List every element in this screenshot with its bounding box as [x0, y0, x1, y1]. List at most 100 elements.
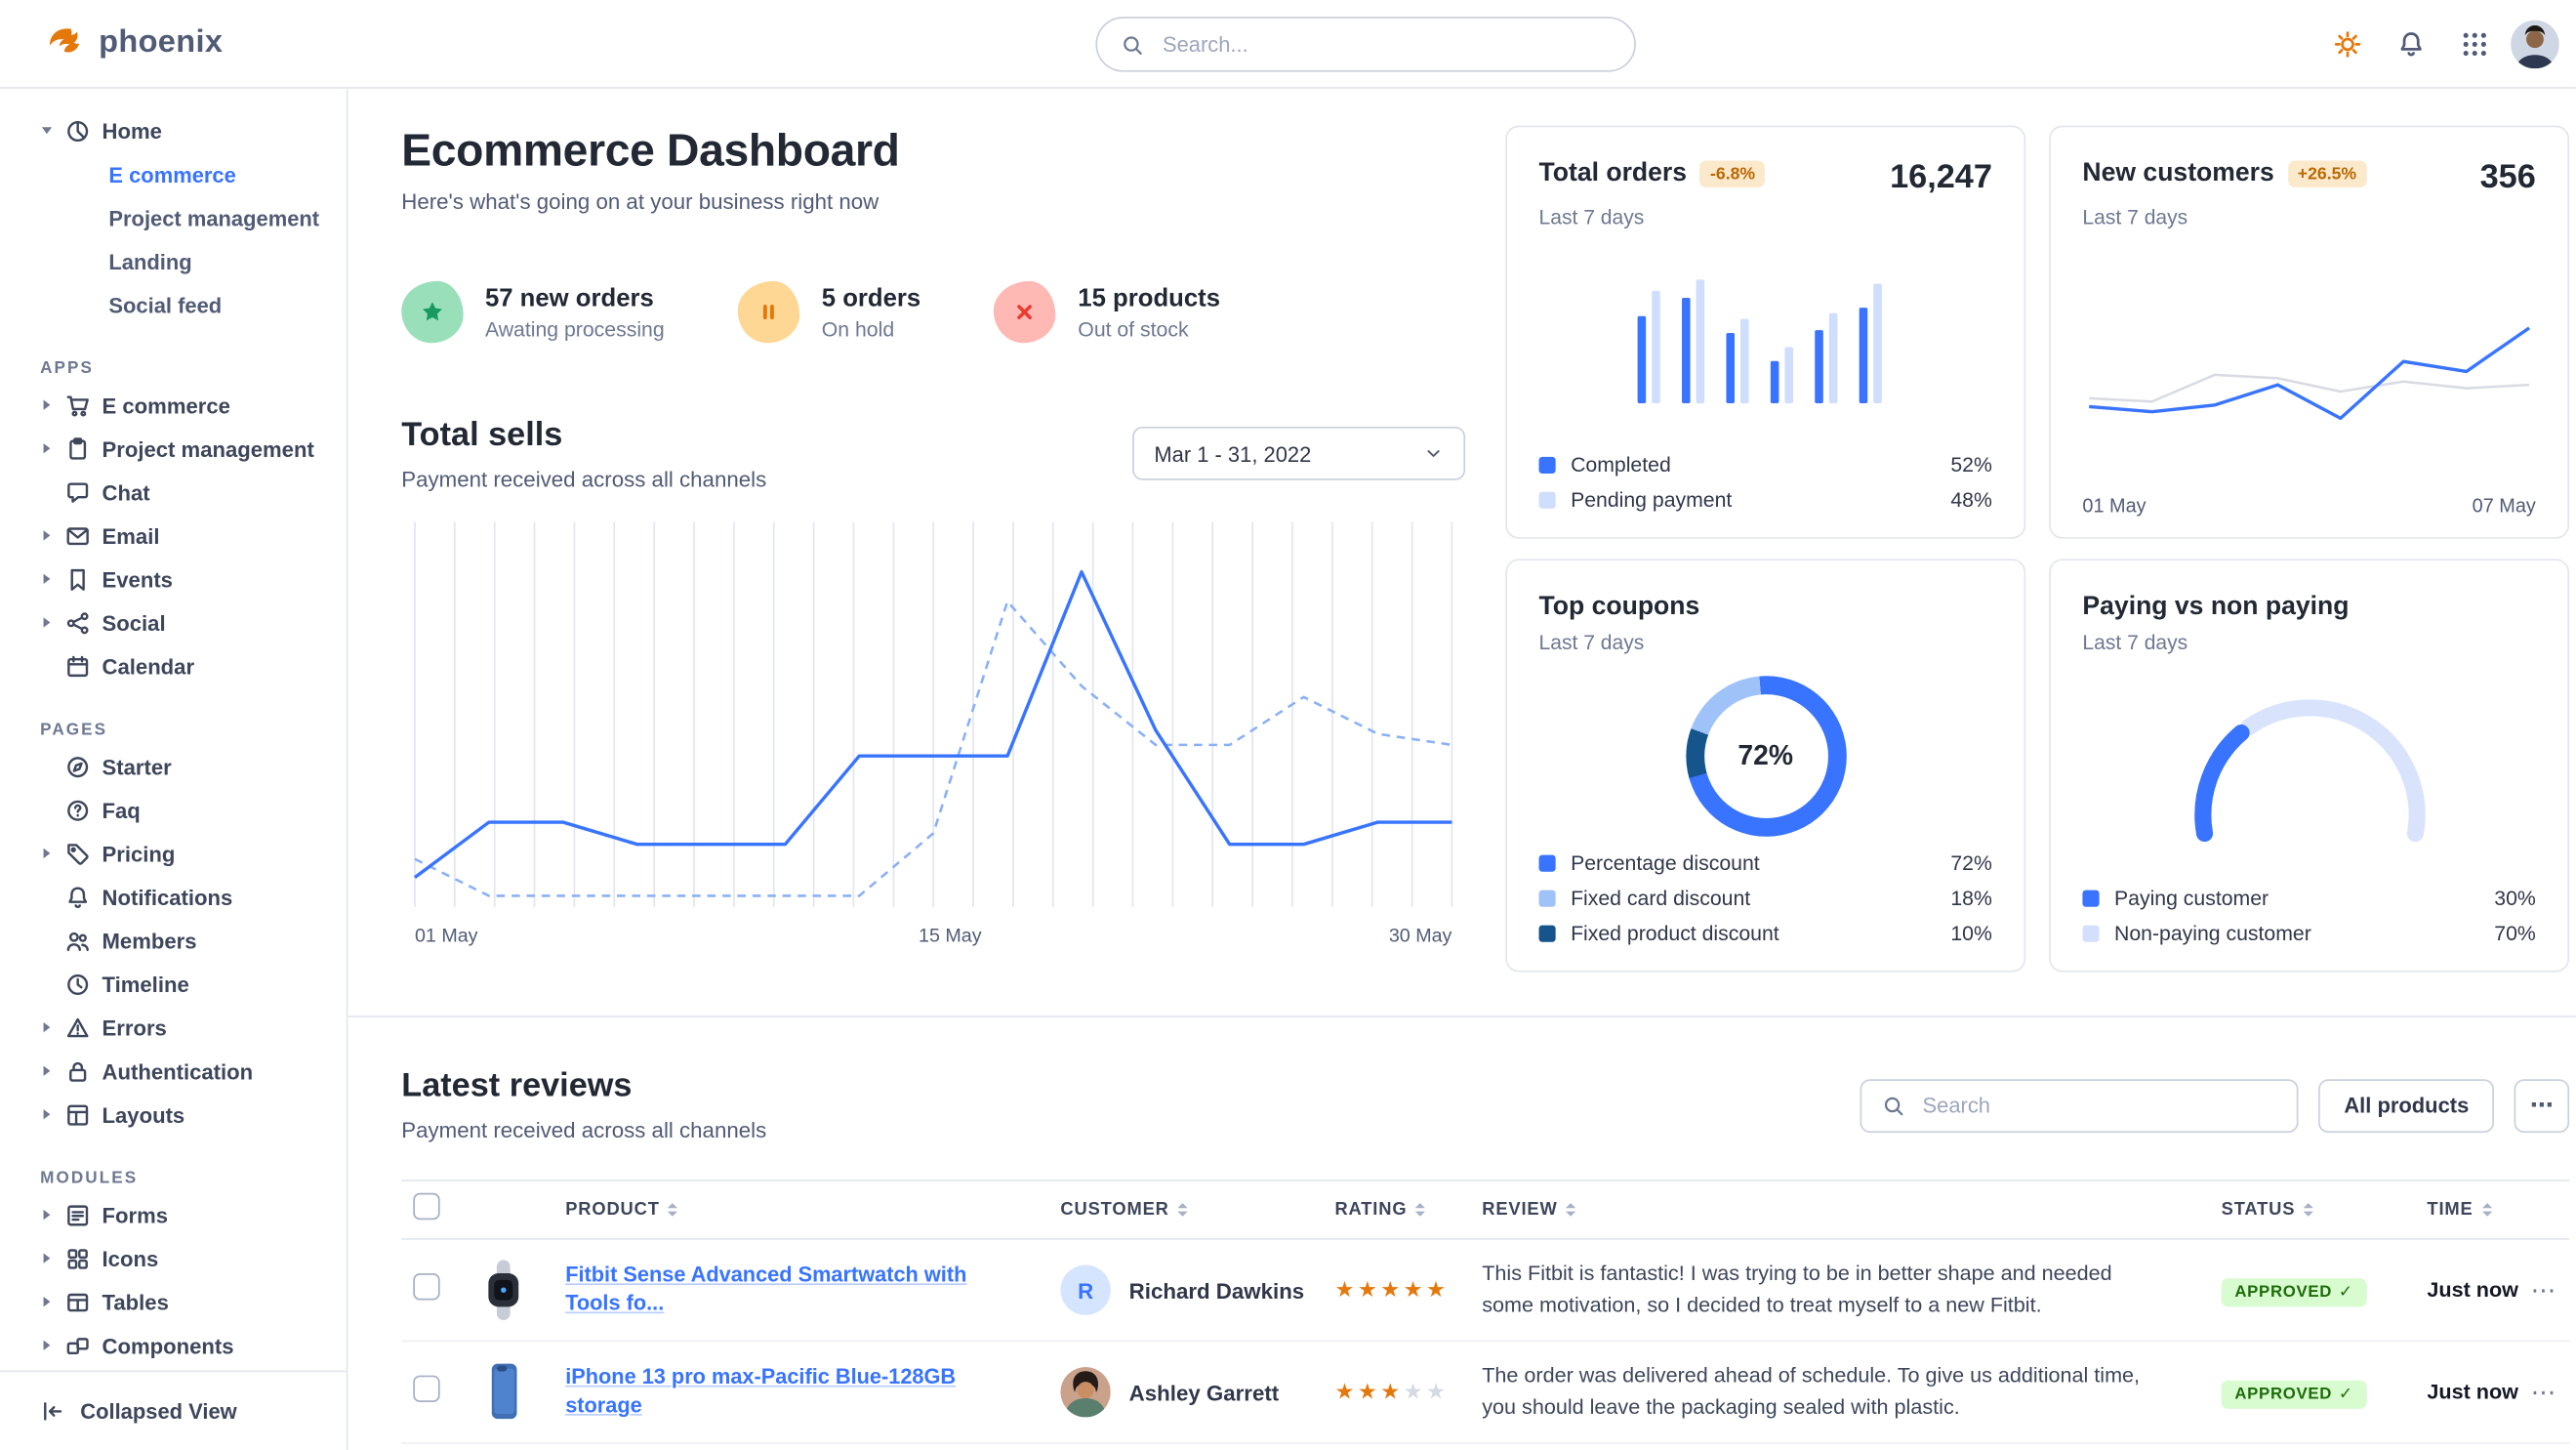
row-actions-button[interactable]: ⋯: [2530, 1276, 2556, 1305]
sidebar-item-label: Calendar: [102, 653, 195, 679]
legend-label: Paying customer: [2113, 886, 2269, 910]
x-icon: [994, 280, 1057, 344]
select-all-checkbox[interactable]: [413, 1191, 440, 1220]
notifications-button[interactable]: [2384, 17, 2437, 70]
sun-icon: [2333, 29, 2361, 58]
legend-item-percentage-discount: Percentage discount 72%: [1538, 845, 1992, 880]
sidebar-item-email[interactable]: Email: [0, 514, 347, 558]
star-icon: ★: [1380, 1379, 1404, 1404]
sort-icon: [668, 1203, 678, 1217]
sidebar-item-events[interactable]: Events: [0, 558, 347, 601]
product-link[interactable]: Fitbit Sense Advanced Smartwatch with To…: [565, 1263, 967, 1315]
search-input[interactable]: [1159, 29, 1612, 59]
sidebar-item-pricing[interactable]: Pricing: [0, 832, 347, 876]
sidebar-item-chat[interactable]: Chat: [0, 471, 347, 515]
row-checkbox[interactable]: [413, 1374, 440, 1402]
reviews-table-body: Fitbit Sense Advanced Smartwatch with To…: [401, 1240, 2570, 1450]
legend-item-fixed-product-discount: Fixed product discount 10%: [1538, 915, 1992, 950]
column-header-review[interactable]: REVIEW: [1482, 1200, 2221, 1220]
nine-dots-grid-icon: [2460, 29, 2488, 58]
sidebar-item-timeline[interactable]: Timeline: [0, 962, 347, 1006]
theme-toggle-button[interactable]: [2320, 17, 2374, 70]
column-header-rating[interactable]: RATING: [1334, 1200, 1482, 1220]
sidebar-subitem-project-management[interactable]: Project management: [108, 204, 320, 230]
collapse-icon: [40, 1399, 65, 1425]
sidebar-item-label: Layouts: [102, 1101, 185, 1128]
star-icon: ★: [1334, 1276, 1358, 1303]
sort-icon: [1566, 1203, 1576, 1217]
stat-value: 15 products: [1078, 283, 1221, 312]
sidebar-item-layouts[interactable]: Layouts: [0, 1093, 347, 1137]
product-link[interactable]: iPhone 13 pro max-Pacific Blue-128GB sto…: [565, 1365, 957, 1418]
sidebar-item-notifications[interactable]: Notifications: [0, 875, 347, 919]
sidebar-item-members[interactable]: Members: [0, 919, 347, 963]
card-period: Last 7 days: [2082, 631, 2188, 655]
sidebar-item-components[interactable]: Components: [0, 1323, 347, 1367]
collapse-view-button[interactable]: Collapsed View: [0, 1370, 347, 1450]
sidebar-subitem-social-feed[interactable]: Social feed: [108, 292, 223, 317]
form-icon: [65, 1202, 91, 1227]
sidebar-item-calendar[interactable]: Calendar: [0, 644, 347, 688]
sort-icon: [1415, 1203, 1426, 1217]
dashboard-hero: Ecommerce Dashboard Here's what's going …: [348, 89, 2576, 973]
components-icon: [65, 1333, 91, 1358]
legend-swatch: [1538, 924, 1556, 941]
all-products-filter-button[interactable]: All products: [2318, 1078, 2494, 1133]
sidebar-subitem-e-commerce[interactable]: E commerce: [108, 161, 236, 187]
lock-icon: [65, 1058, 91, 1084]
column-header-customer[interactable]: CUSTOMER: [1060, 1200, 1334, 1220]
share-icon: [65, 610, 91, 636]
apps-menu-button[interactable]: [2447, 17, 2501, 70]
sidebar-item-icons[interactable]: Icons: [0, 1236, 347, 1280]
sidebar-item-faq[interactable]: Faq: [0, 788, 347, 832]
brand-logo[interactable]: phoenix: [0, 22, 361, 64]
legend-label: Percentage discount: [1571, 850, 1760, 875]
user-avatar[interactable]: [2511, 19, 2559, 68]
new-customers-card: New customers +26.5% 356 Last 7 days 01 …: [2049, 125, 2570, 539]
legend-item-completed: Completed 52%: [1538, 447, 1992, 482]
sidebar-item-tables[interactable]: Tables: [0, 1280, 347, 1324]
row-checkbox[interactable]: [413, 1272, 440, 1300]
sidebar-subitem-landing[interactable]: Landing: [108, 248, 192, 274]
row-actions-button[interactable]: ⋯: [2530, 1379, 2556, 1408]
sidebar-item-social[interactable]: Social: [0, 601, 347, 644]
reviews-more-actions-button[interactable]: ⋯: [2514, 1078, 2570, 1133]
svg-text:30 May: 30 May: [1389, 926, 1452, 947]
table-row: [401, 1444, 2569, 1450]
date-range-select[interactable]: Mar 1 - 31, 2022: [1132, 426, 1466, 480]
column-header-status[interactable]: STATUS: [2222, 1200, 2428, 1220]
sidebar-item-e-commerce[interactable]: E commerce: [0, 383, 347, 427]
section-divider: [348, 1015, 2576, 1017]
reviews-search-input[interactable]: [1919, 1091, 2277, 1120]
sidebar-item-project-management[interactable]: Project management: [0, 427, 347, 471]
card-title: Total orders: [1538, 158, 1688, 187]
collapse-view-label: Collapsed View: [80, 1398, 237, 1425]
star-icon: ★: [1426, 1379, 1450, 1404]
caret-right-icon: [40, 1297, 54, 1306]
reviews-search[interactable]: [1860, 1078, 2300, 1133]
global-search[interactable]: [1095, 17, 1636, 72]
sidebar-item-forms[interactable]: Forms: [0, 1193, 347, 1237]
total-sells-header: Total sells Payment received across all …: [401, 417, 1466, 492]
column-header-time[interactable]: TIME: [2427, 1200, 2530, 1220]
sidebar-item-authentication[interactable]: Authentication: [0, 1049, 347, 1093]
rating-stars: ★★★★★: [1334, 1276, 1482, 1303]
sidebar-section-label-pages: PAGES: [40, 720, 108, 739]
icons-icon: [65, 1246, 91, 1271]
column-header-product[interactable]: PRODUCT: [565, 1200, 1060, 1220]
sidebar-item-label: Pricing: [102, 841, 176, 866]
review-time: Just now: [2427, 1278, 2518, 1303]
sidebar-item-home[interactable]: Home: [0, 108, 347, 152]
sort-icon: [2303, 1203, 2314, 1217]
sidebar-item-starter[interactable]: Starter: [0, 745, 347, 789]
total-orders-bars-chart: [1637, 279, 1882, 403]
legend-swatch: [1538, 889, 1556, 906]
sidebar-item-label: Notifications: [102, 884, 233, 910]
calendar-icon: [65, 653, 91, 679]
bookmark-icon: [65, 566, 91, 592]
stat-value: 5 orders: [821, 283, 921, 312]
search-icon: [1121, 32, 1144, 56]
customer-name: Richard Dawkins: [1128, 1277, 1305, 1304]
sidebar-item-errors[interactable]: Errors: [0, 1006, 347, 1050]
sidebar-item-label: Errors: [102, 1015, 167, 1041]
